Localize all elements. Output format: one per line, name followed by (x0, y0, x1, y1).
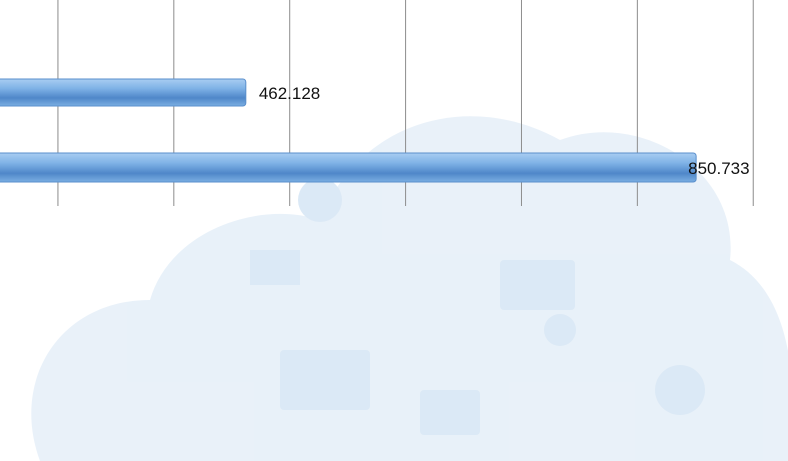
bar (0, 78, 247, 107)
background-pattern (31, 116, 788, 461)
data-label: 850.733 (688, 159, 749, 178)
data-label: 462.128 (259, 84, 320, 103)
bar (0, 152, 697, 183)
